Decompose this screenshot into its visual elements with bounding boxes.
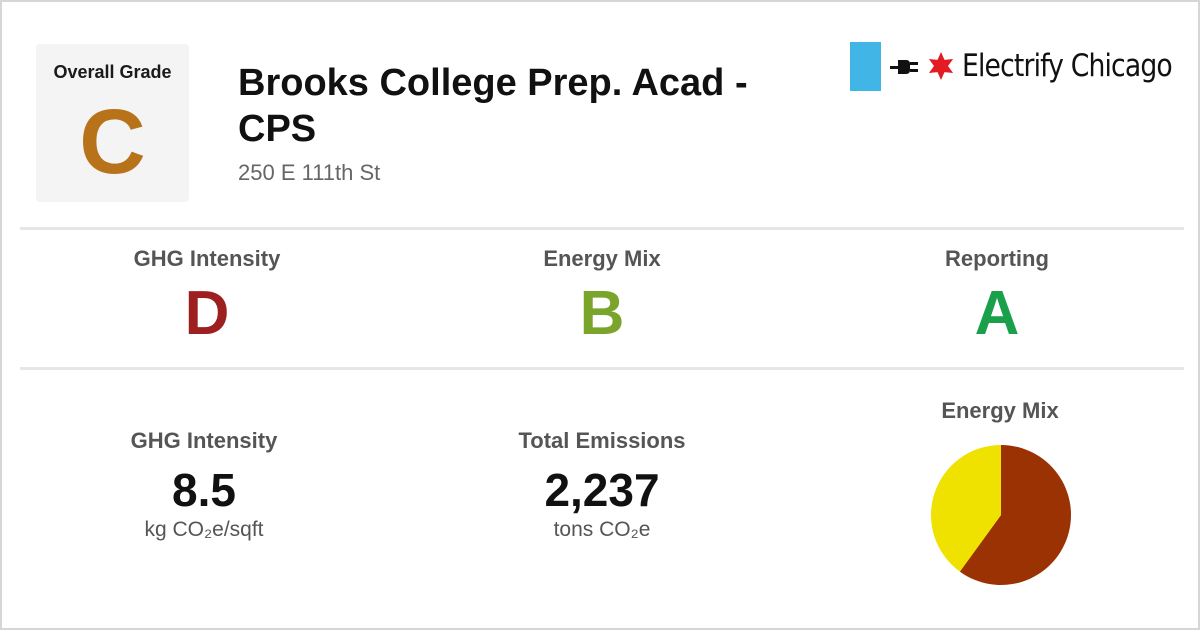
metric-label: GHG Intensity xyxy=(130,428,278,453)
pie-slice-1 xyxy=(931,445,1001,572)
total-emissions-metric: Total Emissions 2,237 tons CO₂e xyxy=(452,428,752,542)
metric-label: Total Emissions xyxy=(518,428,686,453)
reporting-grade: Reporting A xyxy=(847,246,1147,346)
grade-value: D xyxy=(184,279,230,348)
grade-value: A xyxy=(974,279,1020,348)
energy-mix-grade: Energy Mix B xyxy=(452,246,752,346)
overall-grade-box: Overall Grade C xyxy=(36,44,189,202)
section-divider xyxy=(20,227,1184,230)
overall-grade-value: C xyxy=(79,91,146,193)
brand-logo[interactable]: Electrify Chicago xyxy=(850,42,1180,92)
building-address: 250 E 111th St xyxy=(238,160,381,185)
section-divider xyxy=(20,367,1184,370)
building-name: Brooks College Prep. Acad - CPS xyxy=(238,62,748,150)
ghg-intensity-metric: GHG Intensity 8.5 kg CO₂e/sqft xyxy=(54,428,354,542)
metric-unit: tons CO₂e xyxy=(553,518,651,541)
flag-icon xyxy=(850,42,881,91)
pie-slice-0 xyxy=(959,445,1071,585)
brand-name: Electrify Chicago xyxy=(962,48,1173,84)
star-icon xyxy=(928,52,954,80)
metric-value: 8.5 xyxy=(172,464,236,516)
chart-title: Energy Mix xyxy=(941,398,1059,423)
ghg-intensity-grade: GHG Intensity D xyxy=(57,246,357,346)
metric-unit: kg CO₂e/sqft xyxy=(144,518,264,541)
grade-label: Reporting xyxy=(945,246,1049,271)
grade-label: Energy Mix xyxy=(543,246,661,271)
plug-icon xyxy=(890,60,918,74)
overall-grade-label: Overall Grade xyxy=(53,62,172,82)
metric-value: 2,237 xyxy=(544,464,660,516)
energy-mix-chart: Energy Mix xyxy=(850,398,1150,585)
energy-mix-pie xyxy=(931,445,1071,585)
grade-value: B xyxy=(579,279,625,348)
grade-label: GHG Intensity xyxy=(133,246,281,271)
